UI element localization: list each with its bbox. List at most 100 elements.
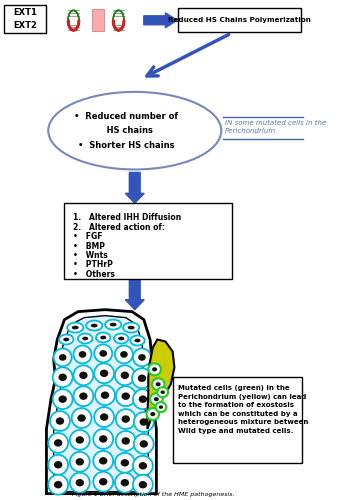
Ellipse shape	[134, 338, 141, 342]
Ellipse shape	[74, 346, 92, 364]
Text: 2.   Altered action of:: 2. Altered action of:	[74, 222, 165, 232]
Ellipse shape	[138, 354, 146, 361]
Ellipse shape	[120, 351, 128, 358]
Ellipse shape	[93, 429, 113, 449]
FancyBboxPatch shape	[4, 6, 45, 33]
Ellipse shape	[48, 433, 68, 453]
Ellipse shape	[150, 412, 155, 416]
FancyBboxPatch shape	[173, 378, 302, 463]
Ellipse shape	[110, 322, 117, 326]
Ellipse shape	[122, 437, 130, 444]
Ellipse shape	[116, 409, 136, 429]
Ellipse shape	[118, 336, 124, 340]
Ellipse shape	[116, 431, 136, 451]
Ellipse shape	[134, 434, 154, 454]
Ellipse shape	[53, 389, 73, 409]
Text: 1.   Altered IHH Diffusion: 1. Altered IHH Diffusion	[74, 213, 182, 222]
Ellipse shape	[100, 336, 106, 340]
Ellipse shape	[133, 348, 151, 366]
Ellipse shape	[94, 364, 114, 384]
Ellipse shape	[101, 392, 109, 399]
Ellipse shape	[152, 367, 157, 372]
Ellipse shape	[70, 473, 90, 492]
Ellipse shape	[94, 344, 112, 362]
FancyBboxPatch shape	[178, 8, 301, 32]
Ellipse shape	[94, 407, 114, 427]
Ellipse shape	[115, 346, 133, 364]
Ellipse shape	[95, 385, 115, 405]
Ellipse shape	[100, 414, 108, 421]
Text: •   BMP: • BMP	[74, 242, 105, 250]
Ellipse shape	[139, 396, 147, 403]
Text: •   PTHrP: • PTHrP	[74, 260, 113, 270]
Ellipse shape	[116, 386, 136, 406]
Ellipse shape	[50, 411, 70, 431]
Ellipse shape	[115, 366, 135, 385]
Ellipse shape	[72, 408, 92, 428]
Text: IN some mutated cells in the
Perichondrium: IN some mutated cells in the Perichondri…	[225, 120, 326, 134]
Ellipse shape	[115, 453, 135, 473]
Ellipse shape	[74, 386, 93, 406]
Ellipse shape	[86, 320, 102, 330]
Ellipse shape	[134, 412, 154, 432]
Ellipse shape	[133, 456, 153, 475]
Bar	[93, 10, 104, 31]
Text: •  Reduced number of
   HS chains
•  Shorter HS chains: • Reduced number of HS chains • Shorter …	[74, 112, 178, 150]
Polygon shape	[125, 280, 144, 310]
Ellipse shape	[99, 435, 107, 442]
Ellipse shape	[54, 461, 62, 468]
Polygon shape	[144, 13, 177, 28]
Ellipse shape	[48, 474, 68, 494]
Ellipse shape	[152, 378, 164, 390]
Ellipse shape	[96, 332, 111, 342]
Ellipse shape	[121, 372, 129, 379]
Ellipse shape	[82, 336, 88, 340]
Ellipse shape	[76, 458, 84, 466]
Ellipse shape	[63, 338, 69, 342]
Ellipse shape	[74, 366, 93, 385]
Ellipse shape	[159, 406, 163, 409]
Text: Reduced HS Chains Polymerization: Reduced HS Chains Polymerization	[168, 18, 311, 24]
Ellipse shape	[99, 478, 107, 486]
Ellipse shape	[99, 457, 107, 464]
FancyBboxPatch shape	[64, 204, 232, 279]
Ellipse shape	[156, 402, 166, 412]
Ellipse shape	[79, 372, 87, 379]
Ellipse shape	[54, 348, 72, 366]
Text: Figure 1 Brief description of the HME pathogenesis.: Figure 1 Brief description of the HME pa…	[73, 492, 235, 496]
Ellipse shape	[105, 320, 121, 330]
Ellipse shape	[58, 374, 67, 381]
Ellipse shape	[59, 334, 74, 344]
Ellipse shape	[48, 455, 68, 474]
Ellipse shape	[121, 479, 129, 486]
Ellipse shape	[130, 336, 145, 345]
Ellipse shape	[121, 459, 129, 466]
Ellipse shape	[70, 430, 90, 450]
Ellipse shape	[78, 334, 93, 344]
Ellipse shape	[156, 382, 161, 386]
Ellipse shape	[122, 416, 130, 423]
Polygon shape	[54, 316, 148, 492]
Ellipse shape	[123, 322, 139, 332]
Ellipse shape	[72, 326, 79, 330]
Ellipse shape	[128, 326, 135, 330]
Ellipse shape	[58, 396, 67, 403]
Ellipse shape	[70, 452, 90, 472]
Text: Mutated cells (green) in the
Perichondrium (yellow) can lead
to the formation of: Mutated cells (green) in the Perichondri…	[178, 385, 308, 434]
Ellipse shape	[140, 418, 148, 426]
Ellipse shape	[77, 414, 86, 422]
Ellipse shape	[140, 440, 148, 448]
Ellipse shape	[59, 354, 66, 361]
Ellipse shape	[150, 393, 163, 405]
Ellipse shape	[56, 418, 64, 425]
Ellipse shape	[79, 351, 86, 358]
Ellipse shape	[48, 92, 221, 170]
Ellipse shape	[122, 392, 130, 400]
Ellipse shape	[148, 364, 161, 376]
Ellipse shape	[54, 439, 62, 446]
Ellipse shape	[138, 374, 146, 382]
Ellipse shape	[76, 436, 84, 444]
Ellipse shape	[139, 481, 147, 488]
Ellipse shape	[53, 368, 73, 387]
Ellipse shape	[54, 481, 62, 488]
